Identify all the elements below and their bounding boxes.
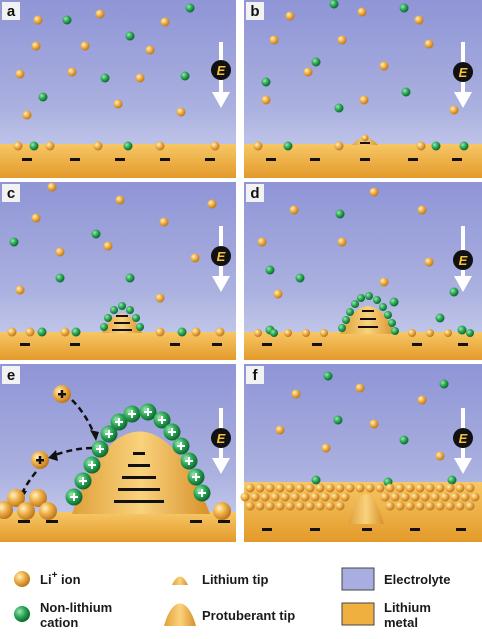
electrolyte-swatch	[341, 567, 375, 591]
deposited-layer	[240, 483, 480, 511]
legend-lithium-metal: Lithium metal	[341, 600, 431, 630]
legend-protuberant-tip: Protuberant tip	[164, 603, 295, 626]
panel-b: E b	[244, 0, 482, 178]
legend-electrolyte-text: Electrolyte	[384, 572, 450, 587]
legend-lithium-tip-text: Lithium tip	[202, 572, 268, 587]
non-lithium-cations	[261, 0, 469, 151]
legend-protuberant-tip-text: Protuberant tip	[202, 608, 295, 623]
surface-ions	[254, 329, 474, 337]
field-arrow	[211, 42, 231, 108]
panel-label: a	[7, 3, 16, 20]
lithium-tip	[348, 494, 384, 524]
legend-lithium-tip: Lithium tip	[172, 572, 268, 587]
lithium-tip-icon	[172, 576, 188, 585]
surface-ions	[0, 489, 231, 520]
legend: Li+ ion Non-lithium cation Lithium tip P…	[14, 567, 450, 630]
field-arrow	[453, 42, 473, 108]
field-label: E	[459, 431, 468, 446]
li-ions	[253, 7, 459, 151]
tip-negative-charges	[114, 452, 164, 503]
migrating-li-ions	[31, 385, 71, 469]
legend-li-ion: Li+ ion	[14, 570, 81, 587]
lithium-tip	[352, 134, 378, 145]
legend-non-lithium-line1: Non-lithium	[40, 600, 112, 615]
field-label: E	[459, 253, 468, 268]
legend-lithium-metal-line1: Lithium	[384, 600, 431, 615]
panel-label: e	[7, 367, 15, 384]
negative-charges	[22, 158, 215, 161]
legend-electrolyte: Electrolyte	[341, 567, 450, 591]
negative-charges	[262, 310, 468, 346]
li-ions	[13, 9, 220, 151]
field-arrow	[211, 226, 231, 292]
panel-label: d	[250, 185, 259, 202]
field-label: E	[217, 249, 226, 264]
legend-li-ion-sup: +	[52, 570, 58, 581]
tip-shell-cations	[100, 302, 144, 331]
non-lithium-cations	[29, 3, 195, 151]
legend-non-lithium-line2: cation	[40, 615, 78, 630]
non-lithium-cation-icon	[14, 606, 30, 622]
panel-e: E e	[0, 364, 236, 542]
tip-shell-cations	[338, 292, 399, 335]
panel-label: b	[250, 3, 259, 20]
legend-li-ion-text: Li	[40, 572, 52, 587]
li-ions	[275, 383, 445, 461]
field-label: E	[217, 431, 226, 446]
protuberant-tip-icon	[164, 603, 196, 626]
panel-label: f	[253, 367, 259, 384]
panel-label: c	[7, 185, 15, 202]
panel-f: E f	[240, 364, 482, 542]
negative-charges	[18, 520, 230, 523]
li-ions	[7, 182, 225, 337]
panel-d: E d	[244, 182, 482, 360]
li-ions	[257, 187, 434, 299]
legend-lithium-metal-line2: metal	[384, 615, 418, 630]
non-lithium-cations	[9, 229, 187, 337]
panel-c: E c	[0, 182, 236, 360]
li-ion-icon	[14, 571, 30, 587]
field-arrow	[453, 408, 473, 474]
field-label: E	[217, 63, 226, 78]
field-arrow	[211, 408, 231, 474]
panel-a: E a	[0, 0, 236, 178]
legend-non-lithium-cation: Non-lithium cation	[14, 600, 112, 630]
field-arrow	[453, 226, 473, 292]
negative-charges	[266, 142, 462, 161]
negative-charges	[262, 528, 466, 531]
svg-text:Li+ ion: Li+ ion	[40, 570, 81, 587]
lithium-metal-swatch	[341, 602, 375, 626]
legend-li-ion-suffix: ion	[57, 572, 80, 587]
negative-charges	[20, 315, 222, 346]
tip-shell-plus	[70, 408, 206, 501]
field-label: E	[459, 65, 468, 80]
